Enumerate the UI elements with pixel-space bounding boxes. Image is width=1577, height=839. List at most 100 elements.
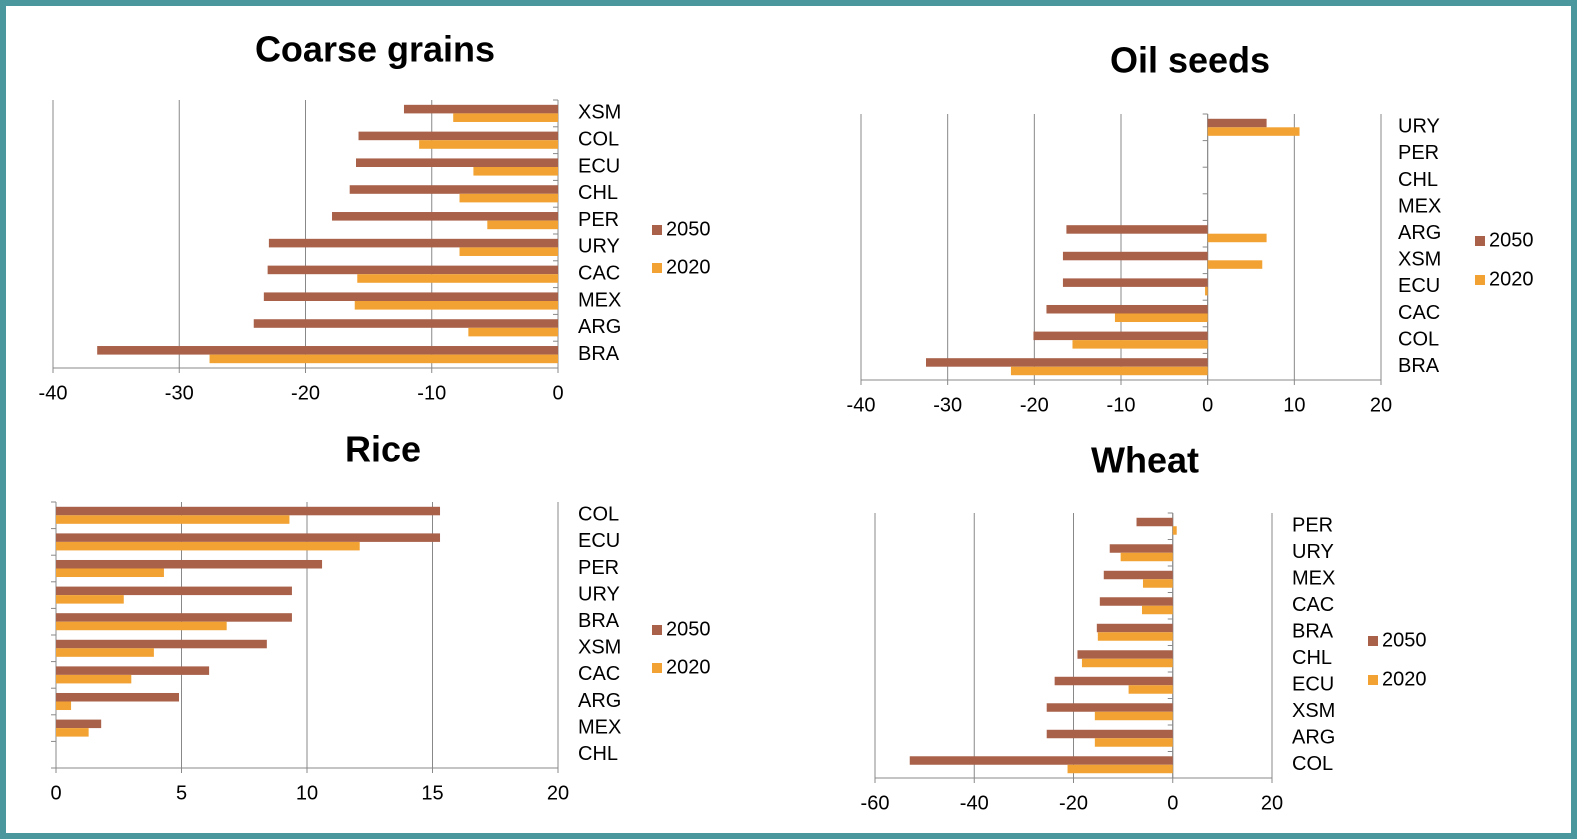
category-label: PER xyxy=(1292,515,1333,537)
bar xyxy=(1010,366,1208,376)
bar xyxy=(354,301,558,310)
bar xyxy=(1099,597,1173,606)
category-label: MEX xyxy=(1398,195,1441,217)
legend-label: 2050 xyxy=(666,618,711,640)
category-label: CHL xyxy=(1292,647,1332,669)
category-label: ARG xyxy=(1398,222,1441,244)
x-tick-label: -60 xyxy=(861,792,890,814)
bar xyxy=(268,238,558,248)
category-label: ECU xyxy=(578,155,620,177)
category-label: MEX xyxy=(578,716,621,738)
bar xyxy=(56,541,360,551)
legend-label: 2020 xyxy=(1489,268,1534,290)
bar xyxy=(332,212,558,221)
category-label: CHL xyxy=(578,743,618,765)
bar xyxy=(1033,331,1208,341)
category-label: XSM xyxy=(578,102,621,124)
legend-label: 2020 xyxy=(1382,668,1427,690)
category-label: COL xyxy=(578,128,619,150)
category-label: PER xyxy=(578,557,619,579)
bar xyxy=(459,193,558,203)
category-label: URY xyxy=(1292,541,1334,563)
bar xyxy=(263,292,558,301)
bar xyxy=(1172,526,1177,535)
category-label: BRA xyxy=(1398,355,1440,377)
category-label: URY xyxy=(1398,116,1440,138)
bar xyxy=(267,265,558,275)
category-label: URY xyxy=(578,236,620,258)
bar xyxy=(1072,340,1208,349)
category-label: MEX xyxy=(1292,568,1335,590)
bar xyxy=(56,728,89,737)
category-label: XSM xyxy=(1292,700,1335,722)
category-label: CAC xyxy=(578,663,620,685)
bar xyxy=(56,515,290,524)
x-tick-label: 5 xyxy=(176,782,187,804)
bar xyxy=(1103,570,1173,580)
x-tick-label: -30 xyxy=(165,382,194,404)
bar xyxy=(56,648,154,657)
bar xyxy=(1094,738,1173,747)
bar xyxy=(349,185,558,194)
bar xyxy=(468,327,558,337)
legend-swatch xyxy=(1475,275,1485,285)
category-label: COL xyxy=(578,504,619,526)
category-label: CAC xyxy=(1292,594,1334,616)
x-tick-label: 10 xyxy=(1283,394,1305,416)
x-tick-label: -20 xyxy=(1059,792,1088,814)
category-label: URY xyxy=(578,583,620,605)
x-tick-label: -20 xyxy=(1020,394,1049,416)
bar xyxy=(56,568,164,578)
bar xyxy=(1094,711,1173,721)
bar xyxy=(473,167,558,176)
x-tick-label: 20 xyxy=(1370,394,1392,416)
chart-title: Oil seeds xyxy=(1110,40,1270,81)
x-tick-label: -10 xyxy=(1107,394,1136,416)
x-tick-label: -10 xyxy=(417,382,446,404)
bar xyxy=(1109,544,1173,553)
legend-swatch xyxy=(652,225,662,235)
category-label: XSM xyxy=(578,637,621,659)
bar xyxy=(1207,233,1267,243)
category-label: PER xyxy=(1398,142,1439,164)
bar xyxy=(909,756,1173,765)
category-label: BRA xyxy=(578,343,620,365)
legend-swatch xyxy=(1368,636,1378,646)
category-label: ECU xyxy=(578,530,620,552)
legend-swatch xyxy=(652,663,662,673)
legend-label: 2020 xyxy=(666,656,711,678)
category-label: ARG xyxy=(578,690,621,712)
category-label: ARG xyxy=(578,316,621,338)
bar xyxy=(1141,605,1173,615)
chart-title: Rice xyxy=(345,429,421,470)
bar xyxy=(56,595,124,604)
bar xyxy=(56,621,227,631)
category-label: BRA xyxy=(1292,621,1334,643)
x-tick-label: -40 xyxy=(847,394,876,416)
category-label: BRA xyxy=(578,610,620,632)
x-tick-label: 0 xyxy=(1167,792,1178,814)
bar xyxy=(253,319,559,328)
category-label: COL xyxy=(1292,753,1333,775)
legend-swatch xyxy=(652,263,662,273)
bar xyxy=(1081,658,1173,668)
bar xyxy=(56,613,292,622)
x-tick-label: -40 xyxy=(960,792,989,814)
bar xyxy=(403,104,558,114)
category-label: CHL xyxy=(578,182,618,204)
x-tick-label: -30 xyxy=(933,394,962,416)
bar xyxy=(1207,127,1300,136)
x-tick-label: 0 xyxy=(552,382,563,404)
bar xyxy=(1128,685,1173,694)
bar xyxy=(356,158,558,167)
legend-label: 2050 xyxy=(1489,229,1534,251)
legend-label: 2020 xyxy=(666,256,711,278)
x-tick-label: 20 xyxy=(1261,792,1283,814)
legend-swatch xyxy=(652,625,662,635)
category-label: ECU xyxy=(1292,674,1334,696)
category-label: PER xyxy=(578,209,619,231)
x-tick-label: 0 xyxy=(1202,394,1213,416)
category-label: CAC xyxy=(578,262,620,284)
x-tick-label: 15 xyxy=(421,782,443,804)
